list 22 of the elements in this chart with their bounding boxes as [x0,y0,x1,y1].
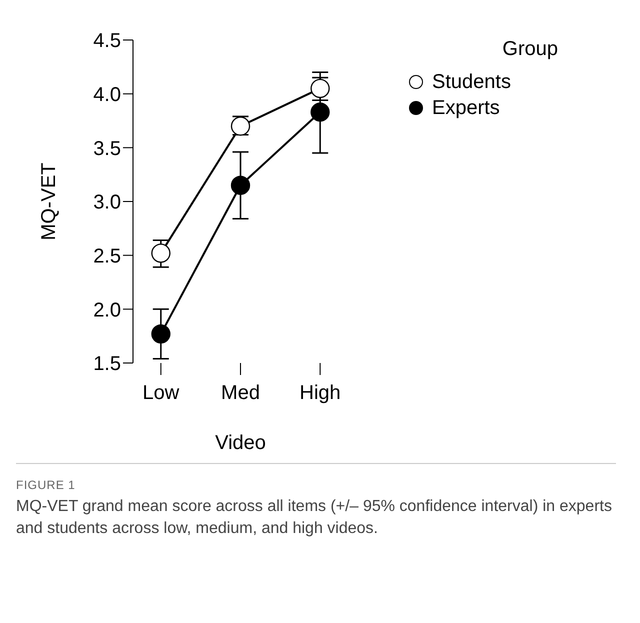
point [151,244,170,263]
y-tick-label: 3.0 [93,192,121,214]
point [310,102,330,122]
x-tick-label: Low [142,382,180,404]
x-tick-label: Med [221,382,260,404]
x-tick-label: High [300,382,341,404]
point [151,324,170,344]
caption: FIGURE 1 [16,478,76,492]
point [310,78,330,98]
legend-title: Group [501,38,558,61]
y-tick-label: 2.0 [93,299,121,322]
legend-label: Students [432,70,511,95]
y-axis-title: MQ-VET [38,162,60,240]
y-tick-label: 1.5 [93,353,121,376]
text: MQ-VET grand mean score across all items (+/– 95% confidence interval) in experts and students across low, medium, and high videos. [16,497,613,539]
y-tick-label: 3.5 [93,138,121,160]
x-axis-title: Video [215,432,266,454]
y-tick-label: 2.5 [93,245,121,268]
y-tick-label: 4.5 [93,30,121,52]
y-tick-label: 4.0 [93,84,121,106]
point [230,176,250,195]
legend-label: Experts [432,96,500,121]
